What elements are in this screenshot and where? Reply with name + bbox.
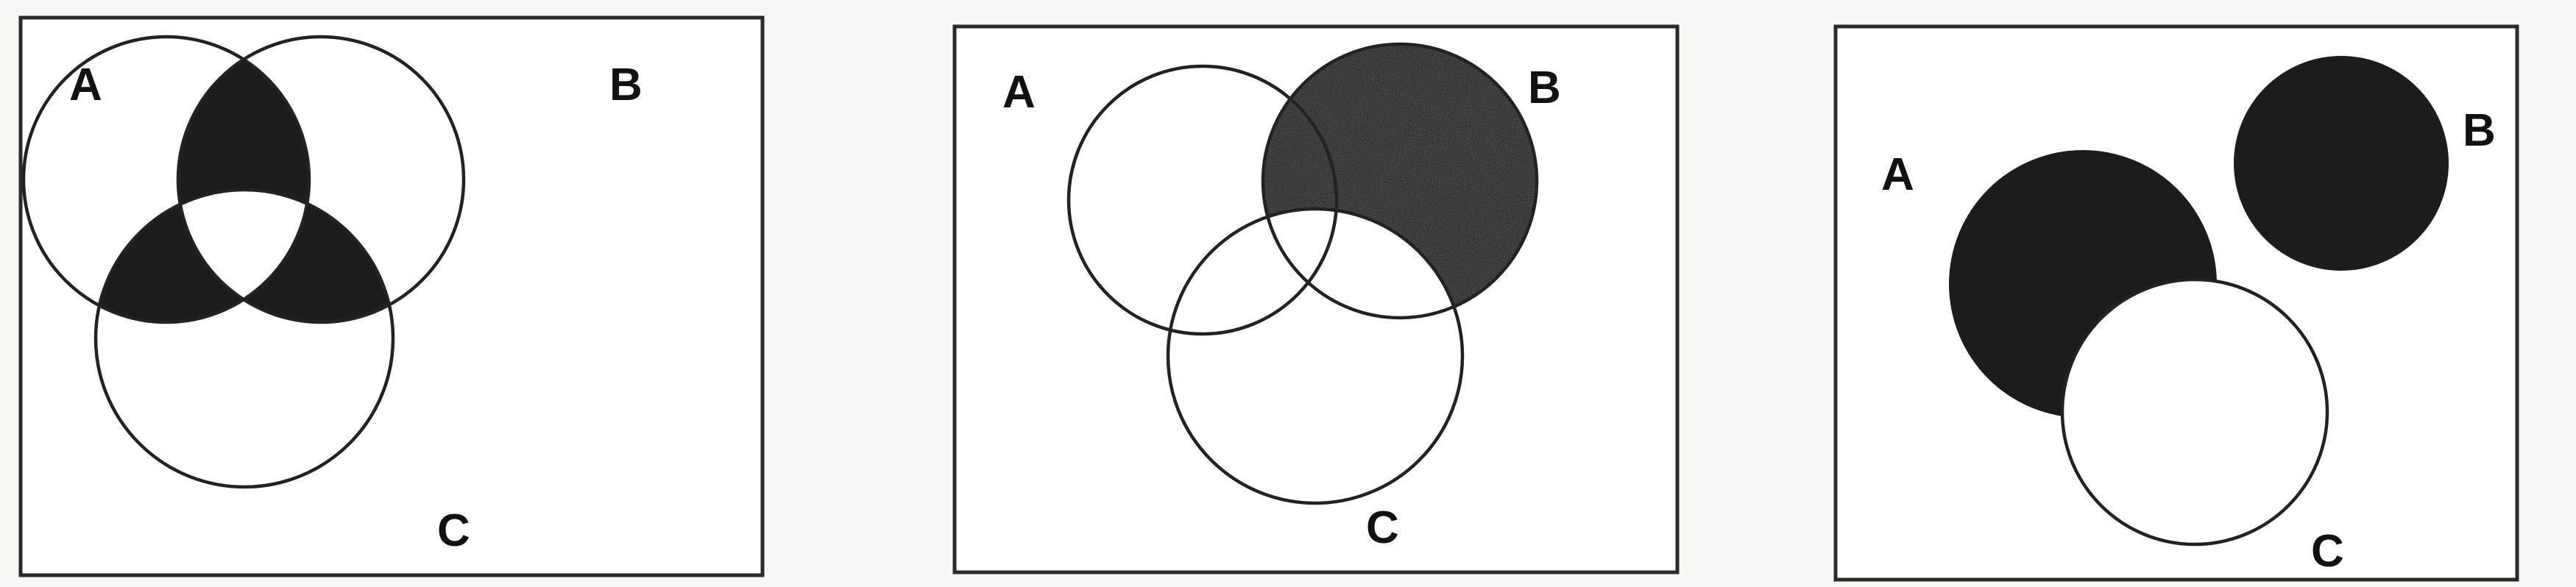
panel-2-label-c: C [1366, 502, 1399, 553]
panel-3-circle-c [2060, 277, 2329, 547]
panel-1-label-b: B [609, 60, 643, 110]
panel-1-label-c: C [437, 505, 470, 556]
panel-1-circle-b [176, 35, 466, 324]
panel-3-shade-b [2234, 56, 2449, 271]
panel-1-shade-bc [178, 190, 393, 322]
panel-2-label-a: A [1002, 67, 1036, 118]
panel-2-circle-a [1066, 64, 1339, 336]
panel-2-circle-c [1166, 207, 1465, 505]
panel-1: A B C [18, 15, 765, 577]
panel-2-label-b: B [1528, 63, 1561, 113]
panel-3-shade-a-minus-c [1949, 150, 2217, 418]
panel-3-label-c: C [2311, 526, 2344, 577]
panel-1-label-a: A [69, 60, 102, 110]
panel-2: A B C [952, 24, 1680, 574]
panel-3: A B C [1833, 24, 2519, 582]
panel-2-shade-b-minus-c [1263, 44, 1537, 318]
panel-3-label-a: A [1881, 149, 1914, 200]
panel-1-circle-c [93, 188, 395, 489]
panel-3-label-b: B [2463, 105, 2496, 156]
panel-1-circle-a [21, 35, 311, 324]
panel-2-circle-b [1261, 42, 1539, 320]
panel-1-shade-ac [96, 190, 309, 322]
